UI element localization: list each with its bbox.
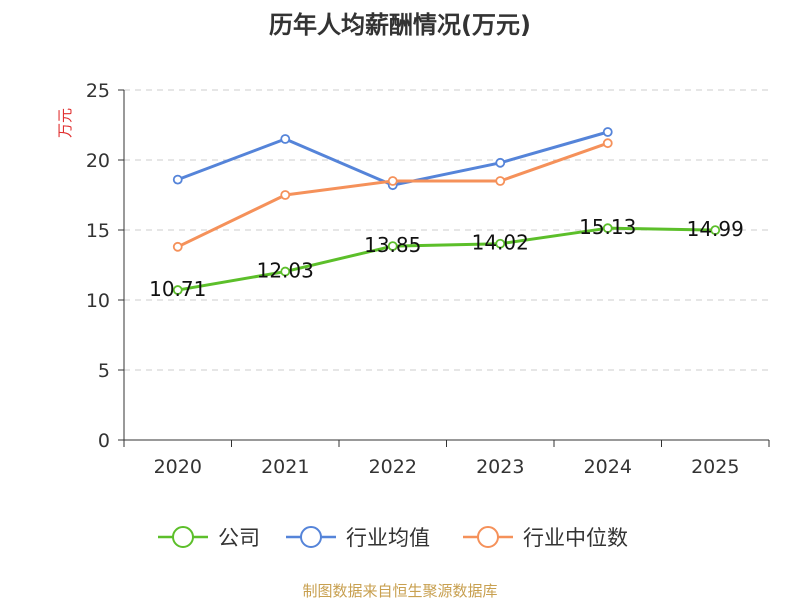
data-point[interactable] (602, 127, 613, 137)
legend-marker (172, 526, 194, 548)
x-tick-label: 2023 (476, 456, 524, 478)
data-label: 14.02 (472, 231, 529, 255)
data-point[interactable] (387, 176, 398, 186)
series-layer (172, 127, 721, 295)
series-2 (172, 138, 613, 252)
y-axis-label: 万元 (56, 108, 74, 138)
data-point[interactable] (280, 190, 291, 200)
data-label: 13.85 (364, 233, 421, 257)
data-point[interactable] (172, 285, 183, 295)
x-tick-label: 2022 (369, 456, 417, 478)
x-tick-label: 2021 (261, 456, 309, 478)
data-point[interactable] (172, 174, 183, 185)
series-line (177, 141, 609, 249)
data-point[interactable] (602, 138, 613, 149)
y-tick-label: 10 (86, 290, 110, 312)
data-point[interactable] (710, 225, 721, 236)
data-point[interactable] (495, 157, 506, 168)
x-tick-label: 2025 (691, 456, 739, 478)
data-point[interactable] (172, 241, 183, 252)
legend: 公司 行业均值 行业中位数 (158, 526, 628, 550)
data-point[interactable] (495, 176, 506, 186)
y-tick-label: 20 (86, 150, 110, 172)
legend-item-1[interactable]: 行业均值 (286, 526, 430, 550)
data-label: 14.99 (687, 217, 744, 241)
grid-layer (124, 89, 769, 371)
source-note: 制图数据来自恒生聚源数据库 (302, 582, 497, 600)
y-tick-label: 5 (98, 360, 110, 382)
legend-label: 公司 (218, 526, 260, 550)
series-line (177, 226, 716, 292)
x-tick-label: 2020 (154, 456, 202, 478)
chart-title: 历年人均薪酬情况(万元) (269, 11, 531, 39)
legend-marker (300, 526, 322, 548)
data-point[interactable] (602, 223, 613, 234)
data-label: 15.13 (579, 215, 636, 239)
data-point[interactable] (387, 241, 398, 252)
data-point[interactable] (495, 238, 506, 249)
data-label-layer: 10.71 12.03 13.85 14.02 15.13 14.99 (149, 215, 744, 301)
x-tick-label: 2024 (584, 456, 632, 478)
legend-label: 行业均值 (346, 526, 430, 550)
y-tick-label: 15 (86, 220, 110, 242)
legend-label: 行业中位数 (523, 526, 628, 550)
data-label: 10.71 (149, 277, 206, 301)
data-point[interactable] (280, 266, 291, 277)
data-label: 12.03 (257, 259, 314, 283)
data-point[interactable] (280, 134, 291, 144)
legend-item-0[interactable]: 公司 (158, 526, 260, 550)
y-tick-label: 0 (98, 430, 110, 452)
legend-marker (477, 526, 499, 548)
y-tick-label: 25 (86, 80, 110, 102)
legend-item-2[interactable]: 行业中位数 (463, 526, 628, 550)
series-0 (172, 223, 721, 295)
